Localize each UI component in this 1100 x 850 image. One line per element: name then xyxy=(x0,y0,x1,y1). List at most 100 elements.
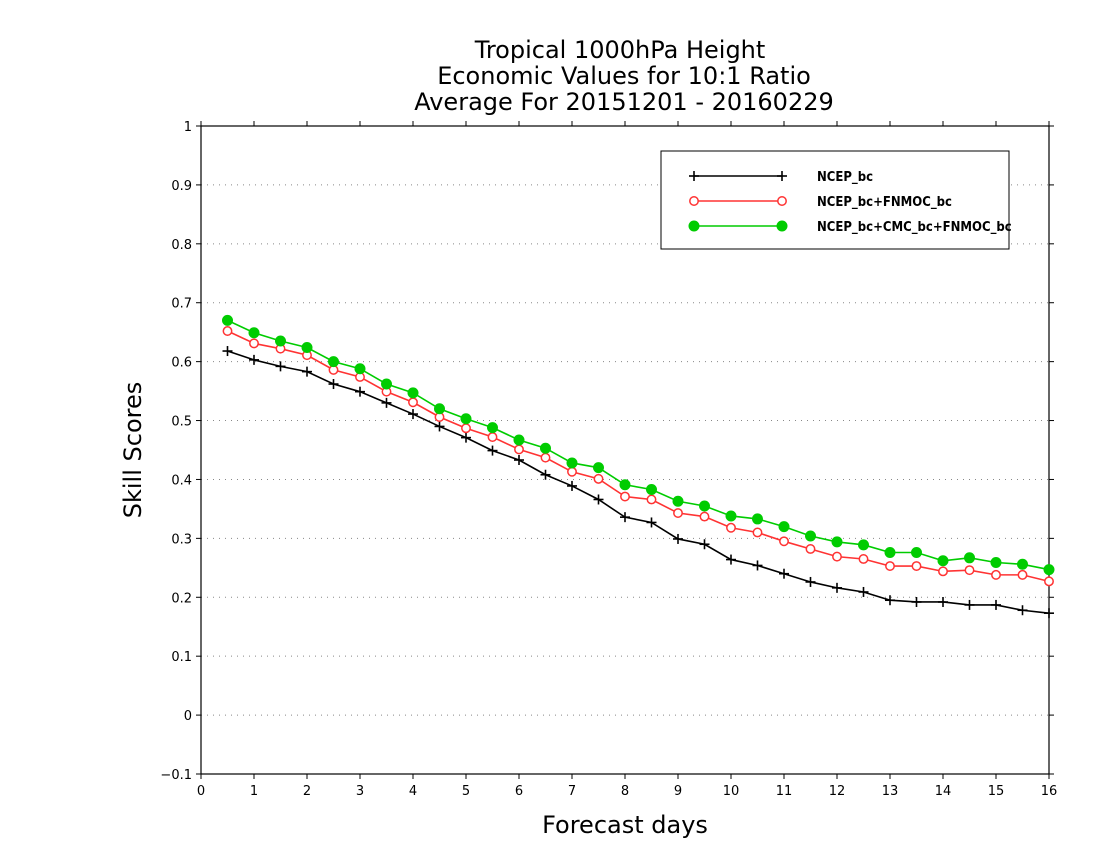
data-point xyxy=(540,469,551,480)
legend-item: NCEP_bc+CMC_bc+FNMOC_bc xyxy=(688,220,1012,235)
grid-lines xyxy=(201,184,1049,716)
data-point xyxy=(805,544,816,554)
data-point xyxy=(275,361,286,372)
data-point xyxy=(646,517,657,528)
data-point xyxy=(593,462,604,474)
data-point xyxy=(249,354,259,365)
x-tick-label: 5 xyxy=(462,784,470,799)
y-tick-label: 0.2 xyxy=(171,591,192,606)
data-point xyxy=(1044,608,1054,619)
title-line-2: Economic Values for 10:1 Ratio xyxy=(437,62,811,90)
data-point xyxy=(408,397,418,408)
x-tick-label: 9 xyxy=(674,784,682,799)
data-point xyxy=(777,196,787,206)
data-point xyxy=(776,220,788,232)
data-point xyxy=(937,555,949,567)
y-tick-label: −0.1 xyxy=(160,768,192,783)
y-tick-label: 0.3 xyxy=(171,532,192,547)
y-tick-label: 0 xyxy=(184,709,192,724)
data-point xyxy=(354,363,366,375)
data-point xyxy=(699,539,710,550)
data-point xyxy=(991,569,1001,580)
data-point xyxy=(778,521,790,533)
title-line-1: Tropical 1000hPa Height xyxy=(474,36,766,64)
data-point xyxy=(911,561,922,572)
series-layer xyxy=(222,314,1055,619)
data-point xyxy=(673,508,683,518)
data-point xyxy=(911,547,922,559)
data-point xyxy=(699,511,710,522)
x-tick-label: 10 xyxy=(723,784,740,799)
x-tick-label: 16 xyxy=(1041,784,1058,799)
legend-label: NCEP_bc+FNMOC_bc xyxy=(817,195,952,210)
data-point xyxy=(513,434,525,446)
data-point xyxy=(619,479,631,491)
y-axis: −0.1 0 0.1 0.2 0.3 0.4 0.5 0.6 0.7 0.8 0.9 1 xyxy=(160,120,1054,783)
data-point xyxy=(938,596,948,607)
data-point xyxy=(487,422,498,434)
data-point xyxy=(779,568,789,579)
x-tick-label: 8 xyxy=(621,784,629,799)
data-point xyxy=(673,533,683,544)
x-tick-label: 3 xyxy=(356,784,364,799)
data-point xyxy=(832,582,842,593)
x-tick-label: 13 xyxy=(882,784,899,799)
x-tick-label: 4 xyxy=(409,784,417,799)
data-point xyxy=(620,512,630,523)
legend-box xyxy=(660,150,1010,250)
y-tick-label: 0.9 xyxy=(171,179,192,194)
data-point xyxy=(461,432,471,443)
data-point xyxy=(1017,569,1028,580)
data-point xyxy=(832,551,842,562)
data-point xyxy=(777,171,787,181)
data-point xyxy=(567,480,577,491)
y-tick-label: 1 xyxy=(184,120,192,135)
data-point xyxy=(646,483,657,495)
data-point xyxy=(222,314,233,326)
data-point xyxy=(540,442,551,454)
series-1 xyxy=(222,346,1054,619)
data-point xyxy=(991,599,1001,610)
data-point xyxy=(805,530,816,542)
data-point xyxy=(699,500,710,512)
data-point xyxy=(689,196,699,206)
y-axis-label: Skill Scores xyxy=(119,382,147,519)
y-tick-label: 0.6 xyxy=(171,356,192,371)
y-tick-label: 0.7 xyxy=(171,297,192,312)
data-point xyxy=(1017,605,1028,616)
x-tick-label: 12 xyxy=(829,784,846,799)
data-point xyxy=(831,536,843,548)
data-point xyxy=(885,561,895,572)
series-line xyxy=(227,350,1050,614)
data-point xyxy=(726,522,736,533)
data-point xyxy=(407,387,419,399)
data-point xyxy=(487,445,498,456)
data-point xyxy=(752,527,763,538)
data-point xyxy=(381,397,392,408)
data-point xyxy=(593,494,604,505)
data-point xyxy=(646,494,657,505)
data-point xyxy=(964,599,975,610)
data-point xyxy=(593,473,604,484)
data-point xyxy=(884,547,896,559)
data-point xyxy=(487,432,498,442)
x-tick-label: 7 xyxy=(568,784,576,799)
legend-item: NCEP_bc+FNMOC_bc xyxy=(689,195,952,210)
data-point xyxy=(275,335,286,347)
data-point xyxy=(328,356,339,368)
data-point xyxy=(566,457,578,469)
data-point xyxy=(301,341,313,353)
data-point xyxy=(672,495,684,507)
data-point xyxy=(990,557,1002,569)
x-tick-label: 1 xyxy=(250,784,258,799)
data-point xyxy=(964,552,975,564)
series-line xyxy=(227,319,1050,571)
data-point xyxy=(938,566,948,577)
data-point xyxy=(222,346,233,357)
data-point xyxy=(1044,576,1054,587)
data-point xyxy=(779,536,789,547)
series-3 xyxy=(222,314,1055,576)
legend-label: NCEP_bc+CMC_bc+FNMOC_bc xyxy=(817,220,1012,235)
x-tick-label: 6 xyxy=(515,784,523,799)
